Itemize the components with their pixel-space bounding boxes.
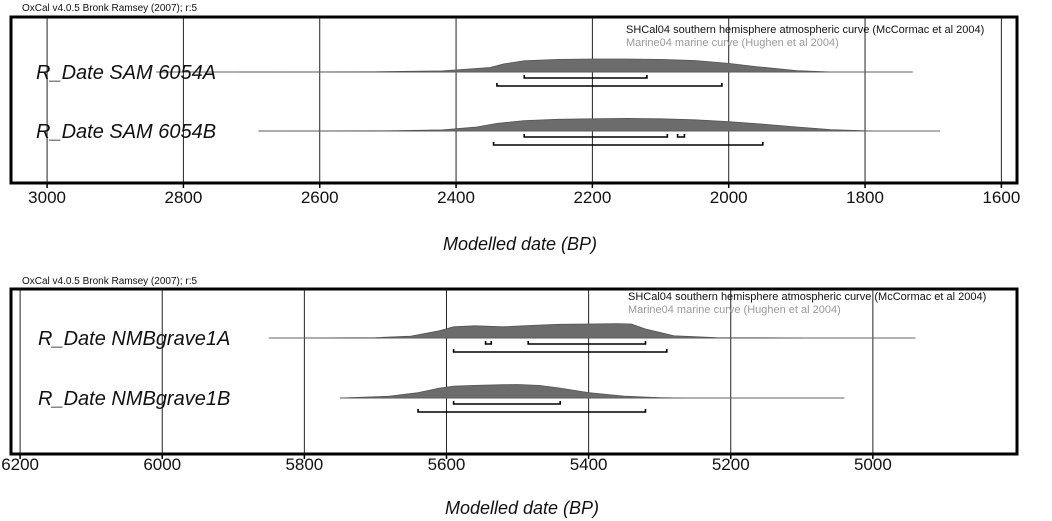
tick-label-6000: 6000 xyxy=(143,455,181,474)
curve-label-atmospheric: SHCal04 southern hemisphere atmospheric … xyxy=(626,24,984,36)
row-label-r-date-nmbgrave1a: R_Date NMBgrave1A xyxy=(38,328,230,350)
chart-panel-sam6054: OxCal v4.0.5 Bronk Ramsey (2007); r:5 SH… xyxy=(9,3,1020,254)
curve-label-atmospheric: SHCal04 southern hemisphere atmospheric … xyxy=(628,291,986,303)
tick-label-6200: 6200 xyxy=(1,455,39,474)
series-group xyxy=(156,58,941,146)
row-labels: R_Date NMBgrave1A R_Date NMBgrave1B xyxy=(38,328,230,410)
tick-label-2800: 2800 xyxy=(164,188,202,207)
range-95-r-date-nmbgrave1a-0 xyxy=(452,349,668,353)
row-label-r-date-sam-6054a: R_Date SAM 6054A xyxy=(36,62,216,84)
range-68-r-date-nmbgrave1a-0 xyxy=(484,341,493,345)
series-r-date-sam-6054a xyxy=(156,58,913,87)
range-95-r-date-nmbgrave1b-0 xyxy=(417,409,647,413)
range-68-r-date-sam-6054a-0 xyxy=(523,75,648,79)
tick-label-5200: 5200 xyxy=(712,455,750,474)
density-r-date-nmbgrave1b xyxy=(339,384,682,399)
x-axis-ticks: 6200 6000 5800 5600 5400 5200 5000 xyxy=(1,453,892,474)
oxcal-caption: OxCal v4.0.5 Bronk Ramsey (2007); r:5 xyxy=(22,3,198,14)
curve-label-marine: Marine04 marine curve (Hughen et al 2004… xyxy=(626,37,839,49)
x-axis-title: Modelled date (BP) xyxy=(445,498,599,518)
range-68-r-date-sam-6054b-1 xyxy=(676,134,686,138)
density-r-date-sam-6054a xyxy=(237,58,832,73)
range-95-r-date-sam-6054b-0 xyxy=(492,142,764,146)
tick-label-2600: 2600 xyxy=(301,188,339,207)
chart-panel-nmbgrave1: OxCal v4.0.5 Bronk Ramsey (2007); r:5 SH… xyxy=(1,276,1019,518)
oxcal-caption: OxCal v4.0.5 Bronk Ramsey (2007); r:5 xyxy=(22,276,198,287)
tick-label-2400: 2400 xyxy=(437,188,475,207)
x-axis-ticks: 3000 2800 2600 2400 2200 2000 1800 1600 xyxy=(28,182,1020,207)
row-labels: R_Date SAM 6054A R_Date SAM 6054B xyxy=(36,62,216,143)
plot-frame xyxy=(9,287,1019,456)
plot-frame xyxy=(9,15,1019,185)
row-label-r-date-nmbgrave1b: R_Date NMBgrave1B xyxy=(38,388,230,410)
tick-label-1800: 1800 xyxy=(846,188,884,207)
tick-label-5800: 5800 xyxy=(285,455,323,474)
tick-label-5600: 5600 xyxy=(428,455,466,474)
series-group xyxy=(268,323,916,413)
tick-label-2200: 2200 xyxy=(573,188,611,207)
series-r-date-nmbgrave1b xyxy=(339,384,845,413)
x-axis-title: Modelled date (BP) xyxy=(443,234,597,254)
density-r-date-sam-6054b xyxy=(258,117,872,132)
tick-label-2000: 2000 xyxy=(710,188,748,207)
series-r-date-sam-6054b xyxy=(258,117,941,146)
density-r-date-nmbgrave1a xyxy=(304,323,802,339)
range-68-r-date-nmbgrave1b-0 xyxy=(452,401,561,405)
tick-label-5400: 5400 xyxy=(570,455,608,474)
range-68-r-date-nmbgrave1a-1 xyxy=(527,341,647,345)
range-68-r-date-sam-6054b-0 xyxy=(523,134,669,138)
tick-label-3000: 3000 xyxy=(28,188,66,207)
curve-label-marine: Marine04 marine curve (Hughen et al 2004… xyxy=(628,304,841,316)
row-label-r-date-sam-6054b: R_Date SAM 6054B xyxy=(36,121,216,143)
grid-lines xyxy=(19,290,874,453)
grid-lines xyxy=(46,18,1002,182)
series-r-date-nmbgrave1a xyxy=(268,323,916,353)
tick-label-5000: 5000 xyxy=(854,455,892,474)
tick-label-1600: 1600 xyxy=(982,188,1020,207)
range-95-r-date-sam-6054a-0 xyxy=(496,83,723,87)
